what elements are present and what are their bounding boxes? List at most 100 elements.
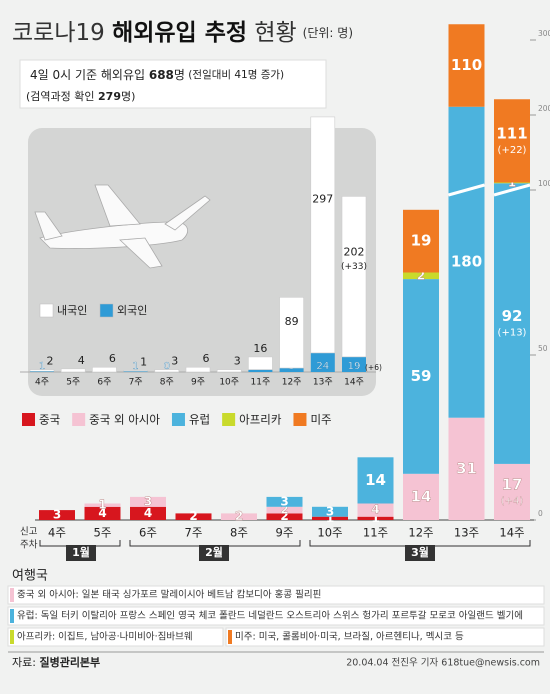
info-text: (검역과정 확인 xyxy=(26,90,98,103)
country-list: 유럽: 독일 터키 이탈리아 프랑스 스페인 영국 체코 폴란드 네덜란드 오스… xyxy=(17,610,523,622)
x-tick-label: 10주 xyxy=(317,526,342,540)
credit: 20.04.04 전진우 기자 618tue@newsis.com xyxy=(346,658,540,669)
x-tick-label: 7주 xyxy=(185,526,203,540)
bar-segment xyxy=(221,513,257,520)
info-text: 688 xyxy=(149,68,174,82)
value-note: (+22) xyxy=(498,145,527,156)
title-part: 해외유입 추정 xyxy=(112,20,247,46)
x-tick-label: 13주 xyxy=(454,526,479,540)
bar-segment xyxy=(30,371,54,372)
x-tick-label: 4주 xyxy=(48,526,66,540)
bar-segment xyxy=(341,196,367,358)
value-label: 4 xyxy=(144,506,152,520)
bar-segment xyxy=(494,183,530,464)
bar-segment xyxy=(248,356,273,370)
bar-segment xyxy=(266,496,303,507)
x-tick-label: 9주 xyxy=(276,526,294,540)
value-label: 3 xyxy=(171,355,178,368)
info-text: (전일대비 41명 증가) xyxy=(185,68,284,81)
month-box xyxy=(405,545,435,561)
fuselage xyxy=(39,221,189,249)
bar-segment xyxy=(216,369,242,373)
bar-segment xyxy=(310,352,335,372)
bar-segment xyxy=(310,116,336,354)
bar-segment xyxy=(448,417,485,520)
bar-segment xyxy=(312,506,348,517)
x-axis-title: 신고 xyxy=(20,527,38,538)
value-label: 1 xyxy=(39,361,45,372)
value-label: 59 xyxy=(411,367,432,385)
x-tick-label: 10주 xyxy=(219,377,239,388)
y-tick-label: 0 xyxy=(538,509,543,518)
legend-label: 미주 xyxy=(310,413,331,427)
value-label: 4 xyxy=(78,354,85,367)
legend-label: 유럽 xyxy=(189,413,210,427)
value-label: 0 xyxy=(164,361,170,372)
value-label: 19 xyxy=(348,361,361,372)
countries-title: 여행국 xyxy=(12,568,48,584)
x-tick-label: 8주 xyxy=(230,526,248,540)
bar-segment xyxy=(130,496,166,507)
country-row xyxy=(7,627,224,647)
bar-segment xyxy=(84,506,121,520)
info-box xyxy=(19,59,327,109)
value-label: 4 xyxy=(98,506,106,520)
legend-label: 중국 외 아시아 xyxy=(89,413,160,427)
country-row xyxy=(7,585,545,605)
bar-segment xyxy=(248,369,273,372)
country-list: 중국 외 아시아: 일본 태국 싱가포르 말레이시아 베트남 캄보디아 홍콩 필… xyxy=(17,589,321,601)
source: 자료: 질병관리본부 xyxy=(12,655,100,669)
value-label: 110 xyxy=(451,56,482,74)
country-list: 미주: 미국, 콜롬비아·미국, 브라질, 아르헨티나, 멕시코 등 xyxy=(235,631,464,643)
bar-segment xyxy=(357,457,394,504)
value-note: (+13) xyxy=(498,328,527,339)
value-label: 297 xyxy=(312,193,333,206)
bar-segment xyxy=(494,99,530,183)
bar-segment xyxy=(84,503,121,507)
bar-segment xyxy=(312,516,348,520)
bar-segment xyxy=(60,368,86,373)
wing xyxy=(119,237,163,269)
bar-segment xyxy=(39,510,75,520)
y-tick-label: 50 xyxy=(538,344,548,353)
value-label: 180 xyxy=(451,253,482,271)
legend-swatch xyxy=(39,303,54,318)
x-tick-label: 5주 xyxy=(94,526,112,540)
value-label: 6 xyxy=(203,352,210,365)
value-label: 2 xyxy=(235,509,243,523)
value-label: 3 xyxy=(234,355,241,368)
bar-segment xyxy=(130,506,166,520)
x-tick-label: 12주 xyxy=(282,377,302,388)
value-label: 14 xyxy=(365,471,386,489)
x-tick-label: 14주 xyxy=(344,377,364,388)
x-tick-label: 11주 xyxy=(363,526,388,540)
value-label: 3 xyxy=(326,504,334,518)
x-tick-label: 12주 xyxy=(408,526,433,540)
value-label: 1 xyxy=(326,511,334,525)
source-name: 질병관리본부 xyxy=(39,655,100,669)
month-box xyxy=(66,545,96,561)
x-tick-label: 13주 xyxy=(313,377,333,388)
value-label: 16 xyxy=(253,342,267,355)
month-label: 1월 xyxy=(72,545,90,559)
country-row xyxy=(7,606,545,626)
value-label: 111 xyxy=(496,124,527,142)
bar-segment xyxy=(403,272,439,280)
value-label: 1 xyxy=(371,511,379,525)
value-label: 89 xyxy=(285,315,299,328)
bar-segment xyxy=(175,513,212,520)
bar-segment xyxy=(279,297,304,369)
legend-swatch xyxy=(293,413,307,426)
title-part: 현황 xyxy=(247,20,297,46)
value-label: 2 xyxy=(189,509,197,523)
value-label: 6 xyxy=(109,352,116,365)
y-tick-label: 200 xyxy=(538,104,550,113)
country-marker xyxy=(10,588,14,602)
value-note: (+4) xyxy=(501,496,524,507)
country-list: 아프리카: 이집트, 남아공·나미비아·짐바브웨 xyxy=(17,631,193,643)
bar-segment xyxy=(185,366,211,373)
value-note: (+33) xyxy=(341,262,367,272)
info-text: 4일 0시 기준 해외유입 xyxy=(30,68,149,82)
wing xyxy=(94,184,141,227)
legend-swatch xyxy=(22,413,35,426)
